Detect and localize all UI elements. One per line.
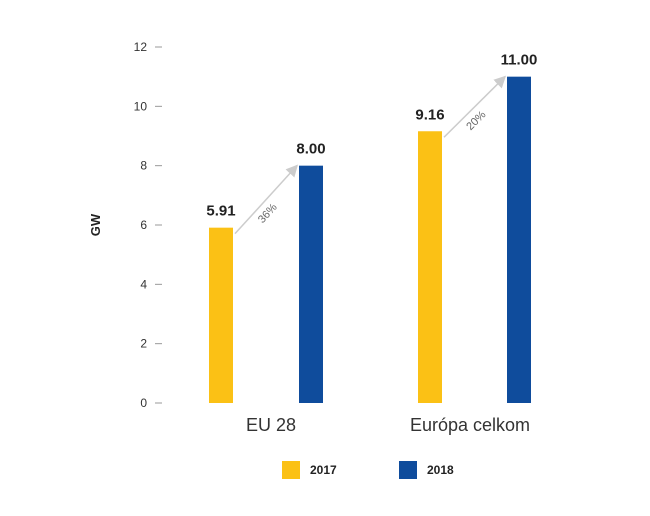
category-label: Európa celkom xyxy=(410,415,530,435)
bar-2018-0 xyxy=(299,165,323,403)
growth-arrows: 36% 20% xyxy=(234,75,507,235)
bar-value-label: 9.16 xyxy=(415,106,444,123)
growth-percent-label: 20% xyxy=(464,109,488,133)
bar-2017-1 xyxy=(418,131,442,403)
y-axis-title: GW xyxy=(88,213,103,236)
y-tick-label: 10 xyxy=(134,99,148,113)
bar-value-label: 8.00 xyxy=(296,141,325,158)
legend-label: 2018 xyxy=(427,463,454,477)
y-tick-label: 2 xyxy=(140,337,147,351)
bar-value-label: 5.91 xyxy=(206,203,235,220)
y-tick-label: 8 xyxy=(140,159,147,173)
growth-arrow xyxy=(234,164,299,235)
y-axis: 0 2 4 6 8 10 12 GW xyxy=(88,40,162,410)
bar-value-label: 11.00 xyxy=(501,52,538,69)
growth-arrow xyxy=(443,75,507,138)
category-labels: EU 28 Európa celkom xyxy=(246,415,530,435)
y-tick-label: 4 xyxy=(140,277,147,291)
bars xyxy=(209,76,531,404)
legend: 2017 2018 xyxy=(282,461,454,479)
y-tick-label: 12 xyxy=(134,40,148,54)
y-tick-label: 0 xyxy=(140,396,147,410)
y-tick-label: 6 xyxy=(140,218,147,232)
legend-label: 2017 xyxy=(310,463,337,477)
bar-2017-0 xyxy=(209,227,233,403)
growth-percent-label: 36% xyxy=(256,201,280,226)
data-labels: 5.91 9.16 8.00 11.00 xyxy=(206,52,537,220)
category-label: EU 28 xyxy=(246,415,296,435)
bar-2018-1 xyxy=(507,76,531,404)
legend-swatch-2018 xyxy=(399,461,417,479)
legend-swatch-2017 xyxy=(282,461,300,479)
